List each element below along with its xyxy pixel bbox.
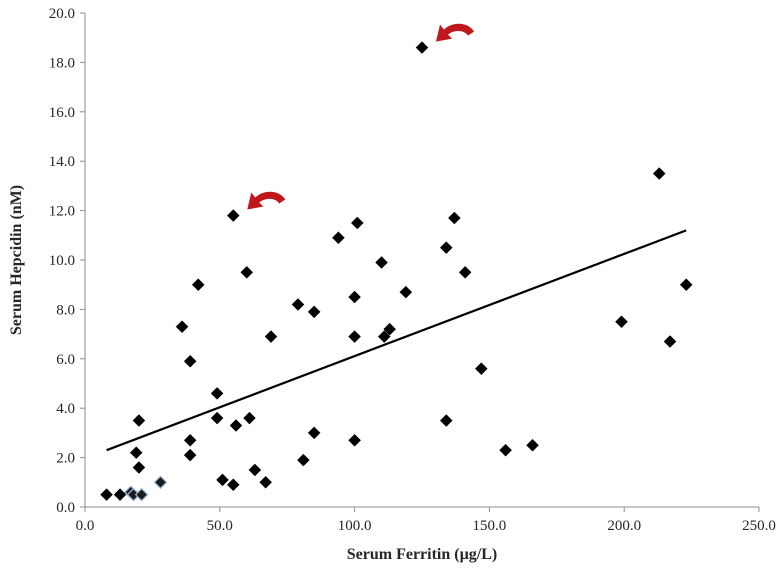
x-tick-label: 250.0: [742, 518, 776, 534]
y-tick-label: 8.0: [56, 302, 75, 318]
data-point-diamond: [447, 211, 461, 225]
data-point-diamond: [132, 461, 146, 474]
curved-arrow-icon: [436, 23, 474, 42]
data-point-diamond: [474, 362, 488, 376]
data-point-diamond: [375, 256, 388, 269]
data-point-diamond: [399, 285, 413, 299]
x-tick-label: 50.0: [207, 518, 233, 534]
y-tick-label: 0.0: [56, 500, 75, 516]
data-point-diamond: [439, 414, 453, 427]
data-point-diamond: [291, 298, 305, 311]
y-tick-label: 18.0: [49, 55, 75, 71]
data-point-diamond: [226, 209, 240, 222]
data-point-diamond: [348, 433, 361, 447]
data-point-diamond: [210, 411, 224, 425]
data-point-diamond: [129, 446, 143, 460]
data-point-diamond: [348, 330, 361, 343]
data-point-diamond: [652, 167, 666, 180]
data-point-diamond: [100, 488, 113, 502]
data-point-diamond: [526, 438, 539, 452]
y-tick-label: 10.0: [49, 253, 75, 269]
data-point-diamond: [348, 290, 361, 304]
data-point-diamond: [415, 41, 429, 54]
data-point-diamond: [377, 330, 391, 343]
data-point-diamond: [615, 315, 628, 329]
data-point-diamond: [307, 426, 321, 440]
y-axis-title: Serum Hepcidin (nM): [8, 185, 25, 335]
data-point-diamond: [259, 475, 272, 489]
x-tick-label: 150.0: [473, 518, 507, 534]
data-point-diamond: [297, 453, 310, 467]
data-point-diamond: [243, 411, 256, 425]
trend-line: [106, 229, 687, 452]
data-point-diamond: [226, 478, 240, 492]
y-tick-label: 4.0: [56, 401, 75, 417]
x-axis-title: Serum Ferritin (µg/L): [347, 546, 498, 563]
data-point-diamond: [264, 330, 278, 343]
data-point-diamond: [663, 335, 677, 348]
data-point-diamond: [332, 231, 345, 245]
y-tick-label: 20.0: [49, 6, 75, 22]
data-point-diamond: [307, 305, 321, 319]
data-point-diamond: [679, 278, 693, 292]
x-tick-label: 100.0: [338, 518, 372, 534]
data-point-diamond: [383, 322, 397, 336]
data-point-diamond: [134, 487, 149, 502]
data-point-diamond: [153, 475, 168, 490]
data-point-diamond: [216, 473, 229, 487]
data-point-diamond: [191, 278, 205, 292]
y-tick-label: 12.0: [49, 204, 75, 220]
annotation-arrows: [247, 23, 474, 210]
data-point-diamond: [183, 433, 197, 447]
data-point-diamond: [350, 216, 364, 230]
y-tick-label: 2.0: [56, 451, 75, 467]
data-point-diamond: [175, 320, 189, 334]
data-point-diamond: [458, 265, 472, 279]
x-tick-label: 0.0: [76, 518, 95, 534]
data-points: [100, 41, 693, 502]
data-point-diamond: [499, 443, 512, 457]
arrow-shape: [247, 191, 286, 210]
data-point-diamond: [183, 354, 197, 368]
data-point-diamond: [113, 488, 127, 502]
data-point-diamond: [439, 241, 453, 255]
y-tick-label: 14.0: [49, 154, 75, 170]
x-tick-label: 200.0: [607, 518, 641, 534]
data-point-diamond: [229, 419, 243, 432]
y-tick-label: 6.0: [56, 352, 75, 368]
data-point-diamond: [210, 387, 224, 400]
x-axis-ticks: 0.0 50.0 100.0 150.0 200.0 250.0: [76, 507, 776, 534]
y-tick-label: 16.0: [49, 105, 75, 121]
data-point-diamond: [248, 463, 262, 477]
curved-arrow-icon: [247, 191, 286, 210]
arrow-shape: [436, 23, 474, 42]
data-point-diamond: [240, 265, 254, 279]
data-point-diamond: [183, 448, 197, 462]
data-point-diamond: [132, 414, 146, 427]
y-axis-ticks: 0.0 2.0 4.0 6.0 8.0 10.0 12.0 14.0 16.0 18.0 20.0: [49, 6, 85, 516]
